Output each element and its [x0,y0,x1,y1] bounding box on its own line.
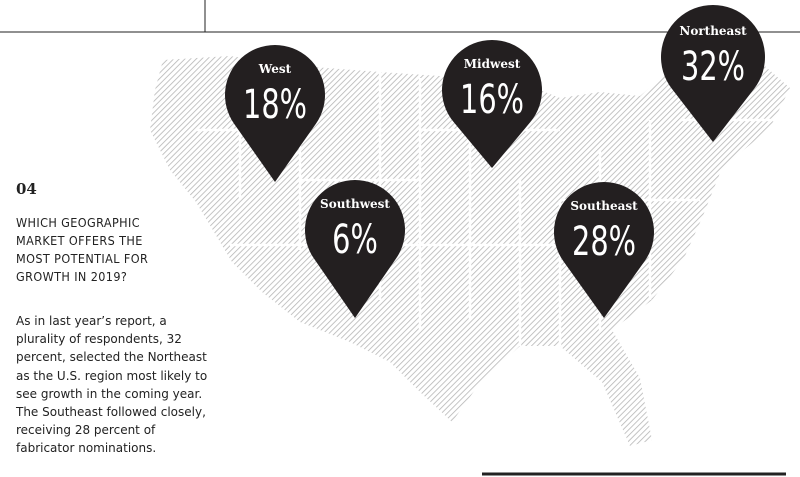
pin-shape [442,40,542,169]
pin-region: Southwest [320,197,390,211]
pin-region: Midwest [464,57,521,71]
pin-shape [305,179,405,318]
pin-value-group: 6% [332,217,378,263]
pin-region: Southeast [570,199,638,213]
pin-region: West [258,62,292,76]
pin-shape [554,181,654,318]
pin-value-group: 18% [243,82,307,128]
pin-value: 16% [460,77,524,123]
body-text: As in last year’s report, a plurality of… [16,314,208,456]
section-number: 04 [16,180,37,198]
pin: Southwest 6% [305,179,405,318]
pin-region: Northeast [679,24,747,38]
pin-value-group: 32% [681,44,745,90]
pin: Northeast 32% [661,5,766,142]
pin-value: 28% [572,219,636,265]
pin-value-group: 28% [572,219,636,265]
pin-value-group: 16% [460,77,524,123]
pin-value: 6% [332,217,378,263]
pin: Southeast 28% [554,181,654,318]
pin: West 18% [224,45,325,183]
question: WHICH GEOGRAPHIC MARKET OFFERS THE MOST … [16,215,149,284]
pin-value: 32% [681,44,745,90]
pin-shape [224,45,325,183]
pin: Midwest 16% [442,40,542,169]
pin-shape [661,5,766,142]
pin-value: 18% [243,82,307,128]
